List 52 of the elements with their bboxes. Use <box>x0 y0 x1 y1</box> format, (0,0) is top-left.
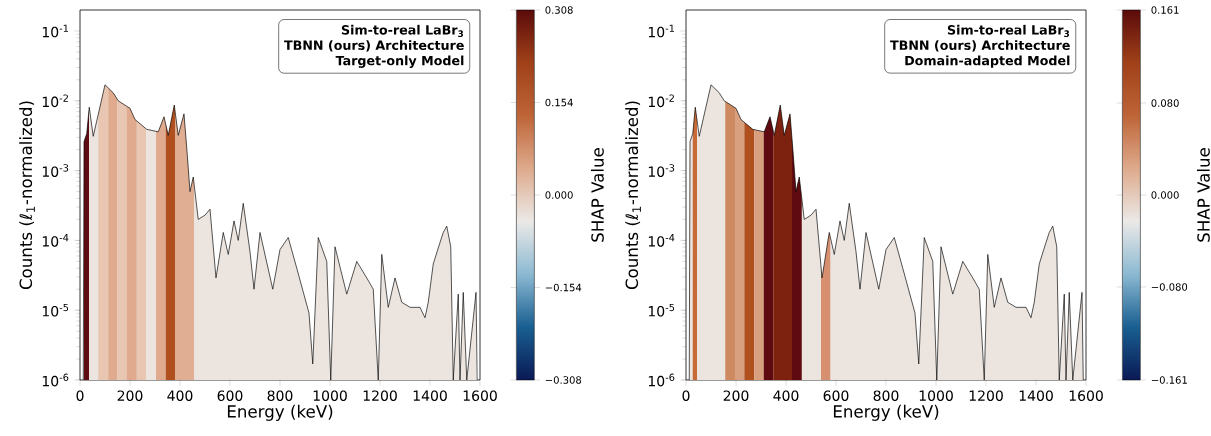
annotation: TBNN (ours) Architecture <box>284 40 464 52</box>
x-tick-label: 1400 <box>413 390 447 401</box>
y-axis-title: Counts (ℓ$_{1}$-normalized) <box>19 101 35 290</box>
x-axis-title: Energy (keV) <box>227 404 333 421</box>
color-bar-label: −0.308 <box>545 376 582 384</box>
x-tick-label: 400 <box>773 390 799 401</box>
y-axis-title: Counts (ℓ$_{1}$-normalized) <box>625 101 641 290</box>
color-bar-title: SHAP Value <box>590 148 604 242</box>
color-bar-label: 0.080 <box>1151 99 1179 107</box>
y-tick-label: 10$^{-3}$ <box>648 164 675 177</box>
y-tick-label: 10$^{-4}$ <box>42 234 69 247</box>
y-tick-label: 10$^{-3}$ <box>42 164 69 177</box>
x-tick-label: 200 <box>723 390 749 401</box>
annotation: Target-only Model <box>335 55 464 68</box>
x-tick-label: 600 <box>823 390 849 401</box>
x-tick-label: 200 <box>117 390 143 401</box>
x-tick-label: 800 <box>873 390 899 401</box>
y-tick-label: 10$^{-2}$ <box>42 94 68 108</box>
y-tick-label: 10$^{-1}$ <box>42 24 69 38</box>
x-tick-label: 1000 <box>313 390 347 401</box>
color-bar-label: −0.161 <box>1151 376 1187 384</box>
color-bar-label: 0.000 <box>1151 191 1179 199</box>
color-bar-label: −0.080 <box>1151 283 1188 291</box>
x-tick-label: 1000 <box>919 390 953 401</box>
x-tick-label: 600 <box>217 390 243 401</box>
y-tick-label: 10$^{-5}$ <box>648 303 675 317</box>
y-tick-label: 10$^{-1}$ <box>648 24 675 38</box>
color-bar-label: 0.308 <box>545 6 573 14</box>
annotation: TBNN (ours) Architecture <box>890 40 1070 52</box>
x-tick-label: 1200 <box>363 390 397 401</box>
x-axis-title: Energy (keV) <box>833 404 939 421</box>
color-bar-label: 0.154 <box>545 98 573 107</box>
x-tick-label: 1400 <box>1019 390 1053 401</box>
x-tick-label: 1200 <box>969 390 1003 401</box>
color-bar-label: −0.154 <box>545 283 582 292</box>
annotation: Sim-to-real LaBr$_{3}$ <box>947 24 1070 38</box>
color-bar-label: 0.161 <box>1151 6 1179 14</box>
x-tick-label: 0 <box>682 390 690 401</box>
annotation: Sim-to-real LaBr$_{3}$ <box>341 24 464 38</box>
x-tick-label: 1600 <box>1069 390 1103 401</box>
y-tick-label: 10$^{-2}$ <box>648 94 674 108</box>
color-bar-label: 0.000 <box>545 191 573 199</box>
x-tick-label: 400 <box>167 390 193 401</box>
y-tick-label: 10$^{-4}$ <box>648 234 675 247</box>
x-tick-label: 0 <box>76 390 84 401</box>
y-tick-label: 10$^{-6}$ <box>648 373 675 387</box>
y-tick-label: 10$^{-5}$ <box>42 303 69 317</box>
y-tick-label: 10$^{-6}$ <box>42 373 69 387</box>
color-bar-title: SHAP Value <box>1196 148 1210 242</box>
x-tick-label: 800 <box>267 390 293 401</box>
annotation: Domain-adapted Model <box>905 55 1070 68</box>
x-tick-label: 1600 <box>463 390 497 401</box>
